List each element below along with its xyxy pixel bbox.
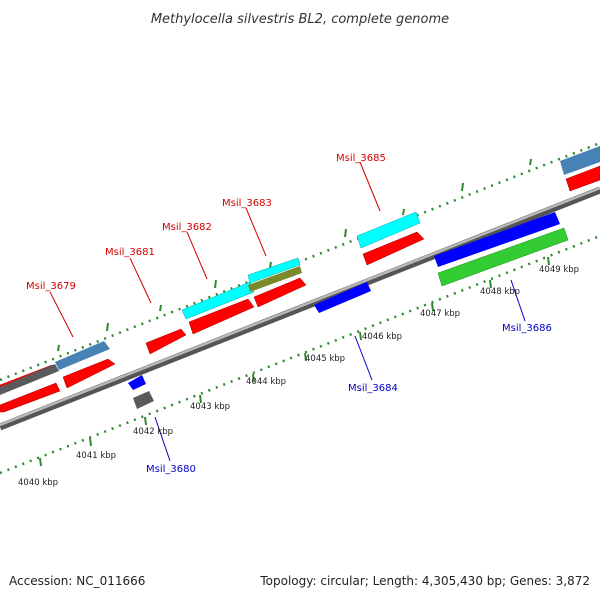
- forward-features: [0, 146, 600, 413]
- reverse-major-ticks: [39, 256, 550, 467]
- gene-gray-left: [0, 364, 59, 395]
- gene-blue-3686: [434, 212, 560, 267]
- scale-label-4040: 4040 kbp: [18, 478, 58, 488]
- forward-tick-track: [0, 141, 600, 382]
- gene-label-msil-3682: Msil_3682: [162, 222, 212, 233]
- gene-blue-3680: [128, 375, 146, 390]
- reverse-tick-track: [0, 234, 600, 475]
- gene-label-msil-3679: Msil_3679: [26, 281, 76, 292]
- gene-label-msil-3683: Msil_3683: [222, 198, 272, 209]
- genome-backbone-highlight: [0, 186, 600, 427]
- gene-cyan-3682: [181, 281, 255, 320]
- cds-msil-3680-left: [62, 358, 116, 389]
- gene-gray-3680: [133, 391, 154, 409]
- scale-label-4046: 4046 kbp: [362, 332, 402, 342]
- genome-summary-text: Topology: circular; Length: 4,305,430 bp…: [259, 574, 590, 588]
- cds-right-edge: [565, 165, 600, 192]
- cds-msil-3683: [253, 277, 307, 308]
- scale-label-4048: 4048 kbp: [480, 287, 520, 297]
- gene-label-msil-3681: Msil_3681: [105, 247, 155, 258]
- accession-text: Accession: NC_011666: [9, 574, 145, 588]
- scale-label-4047: 4047 kbp: [420, 309, 460, 319]
- gene-label-msil-3685: Msil_3685: [336, 153, 386, 164]
- cds-msil-3681: [145, 328, 187, 355]
- scale-label-4044: 4044 kbp: [246, 377, 286, 387]
- scale-label-4049: 4049 kbp: [539, 265, 579, 275]
- forward-major-ticks: [57, 158, 532, 352]
- label-leaders-reverse: [154, 279, 526, 462]
- scale-label-4042: 4042 kbp: [133, 427, 173, 437]
- cds-msil-3682: [188, 298, 255, 335]
- reverse-features: [128, 212, 569, 409]
- gene-cyan-3685: [356, 211, 421, 249]
- gene-blue-3684: [314, 282, 371, 313]
- scale-label-4045: 4045 kbp: [305, 354, 345, 364]
- gene-steel-left: [55, 341, 110, 370]
- gene-label-msil-3684: Msil_3684: [348, 383, 398, 394]
- map-title: Methylocella silvestris BL2, complete ge…: [151, 12, 449, 27]
- cds-msil-3679-b: [0, 382, 61, 413]
- cds-msil-3685: [362, 231, 425, 266]
- gene-cyan-3683: [247, 257, 301, 284]
- gene-label-msil-3686: Msil_3686: [502, 323, 552, 334]
- gene-label-msil-3680: Msil_3680: [146, 464, 196, 475]
- scale-label-4043: 4043 kbp: [190, 402, 230, 412]
- gene-green-3686: [437, 227, 569, 287]
- label-leaders-forward: [49, 161, 381, 338]
- genome-backbone: [0, 186, 600, 431]
- scale-label-4041: 4041 kbp: [76, 451, 116, 461]
- gene-olive-3683: [248, 266, 302, 292]
- gene-steel-right: [560, 146, 600, 175]
